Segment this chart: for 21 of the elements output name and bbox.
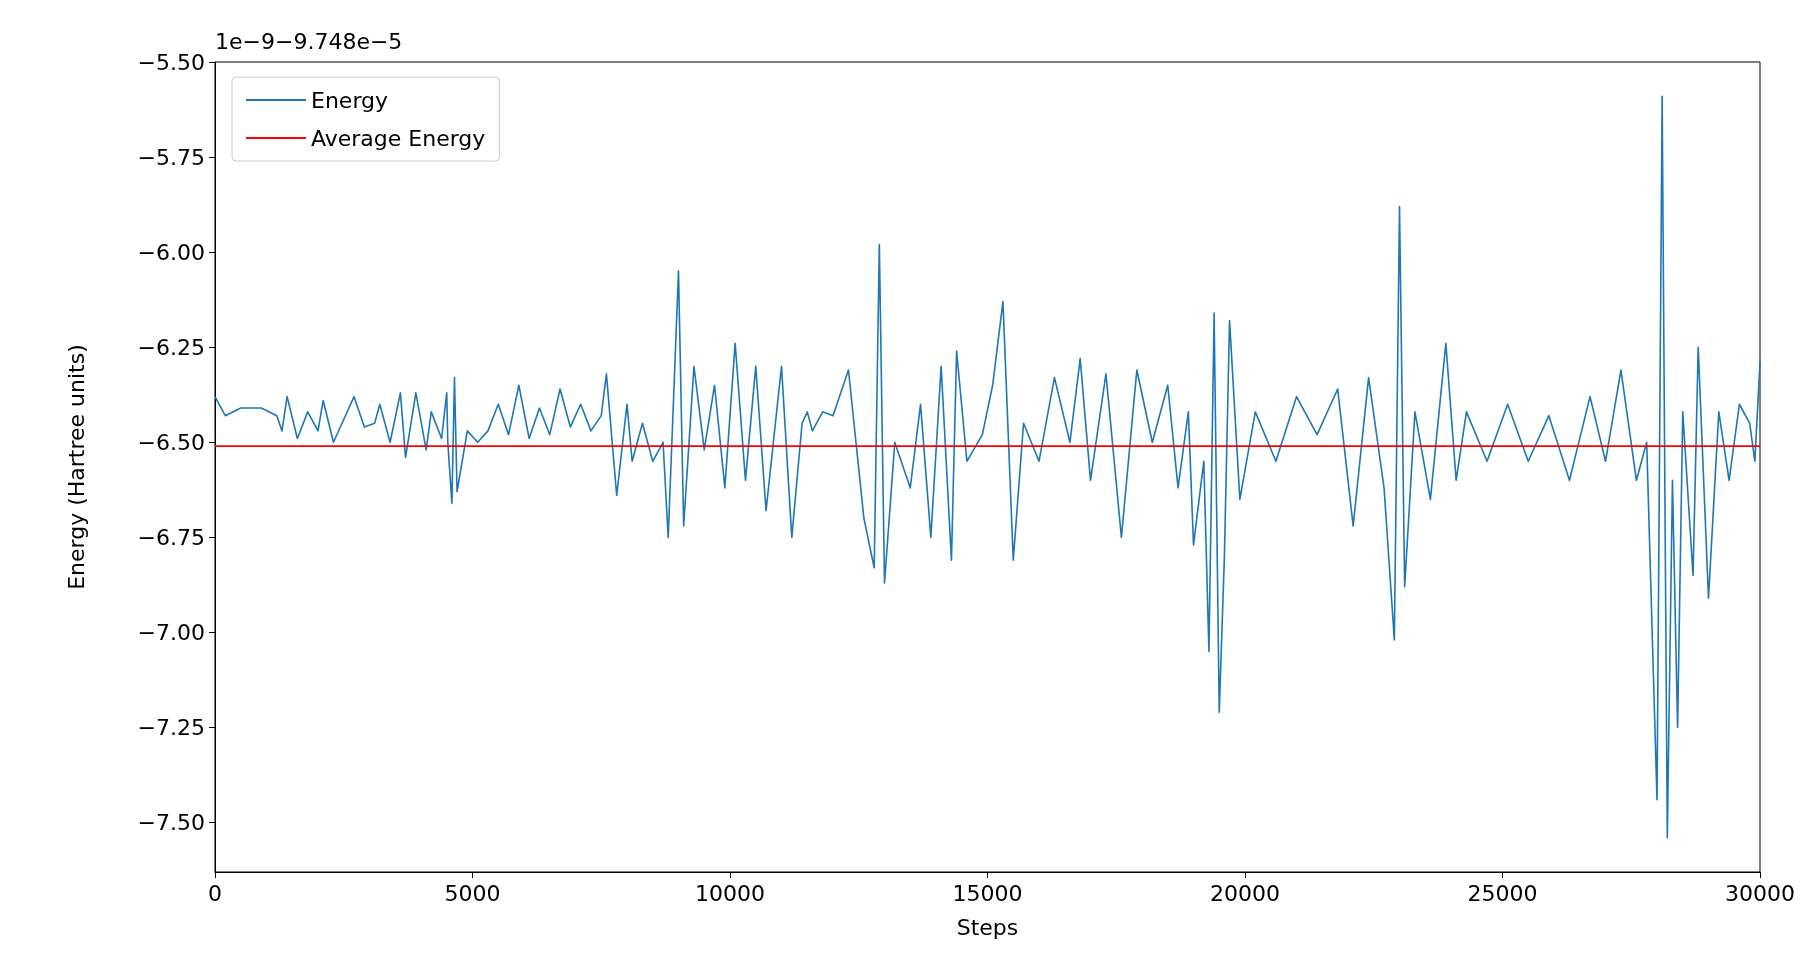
y-tick-label: −7.50 [137,810,205,836]
y-tick-label: −6.50 [137,429,205,455]
legend-label: Average Energy [311,125,486,151]
x-tick-label: 10000 [695,880,765,906]
x-tick-label: 30000 [1725,880,1795,906]
y-tick-label: −5.75 [137,144,205,170]
x-tick-label: 0 [208,880,222,906]
legend-label: Energy [311,87,389,113]
y-tick-label: −6.75 [137,524,205,550]
y-tick-label: −7.25 [137,714,205,740]
y-axis-title: Energy (Hartree units) [63,344,89,590]
x-tick-label: 15000 [952,880,1023,906]
x-tick-label: 25000 [1467,880,1538,906]
y-tick-label: −7.00 [137,619,205,645]
text: 1e−9−9.748e−5 [215,28,403,54]
y-tick-label: −5.50 [137,49,205,75]
x-tick-label: 5000 [444,880,501,906]
x-axis-title: Steps [956,914,1019,940]
x-tick-label: 20000 [1210,880,1280,906]
y-tick-label: −6.25 [137,334,205,360]
y-tick-label: −6.00 [137,239,205,265]
